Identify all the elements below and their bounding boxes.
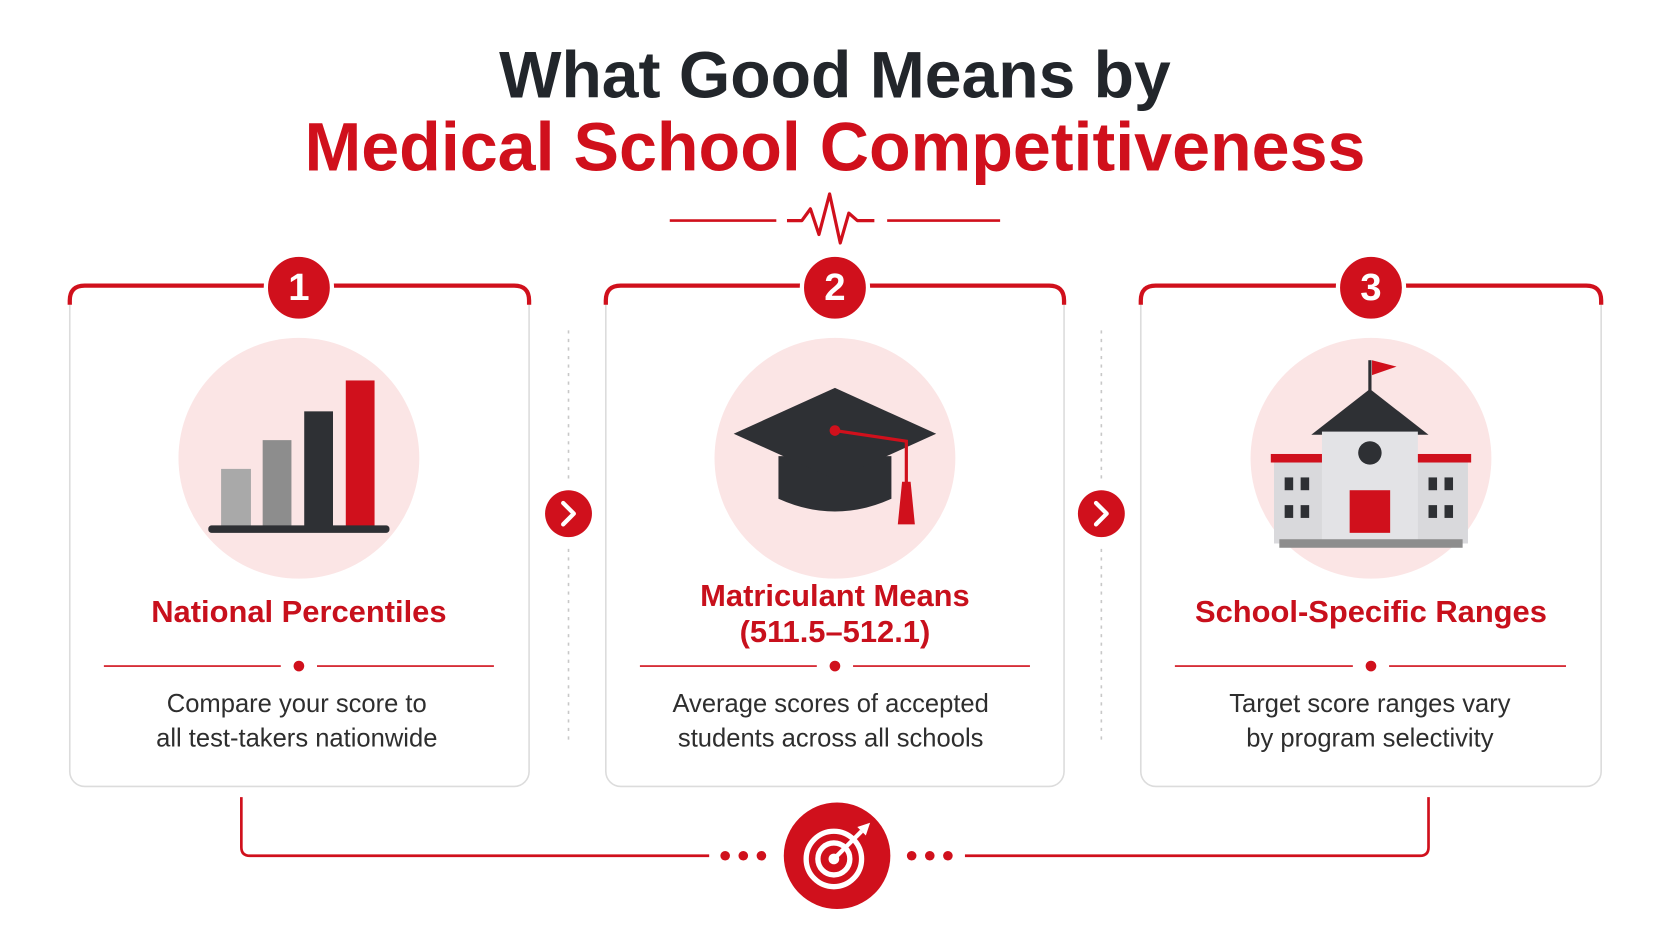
dots: [720, 850, 953, 861]
card-title: School-Specific Ranges: [1195, 594, 1547, 629]
card-title: Matriculant Means: [700, 578, 970, 613]
card-description: Compare your score to: [167, 690, 427, 718]
title-line: What Good Means by: [499, 38, 1171, 112]
arrow: [1077, 490, 1125, 538]
card-dividers: [103, 660, 1566, 672]
arrow: [545, 490, 592, 538]
card-description: by program selectivity: [1246, 724, 1493, 752]
card-title: (511.5–512.1): [740, 614, 931, 649]
graduation-cap-icon: [714, 337, 956, 579]
card-number: 1: [288, 266, 309, 309]
card-number: 2: [824, 266, 845, 309]
number-badge: 2: [799, 252, 871, 323]
bar-chart-icon: [178, 337, 420, 579]
card-number: 3: [1360, 266, 1381, 309]
school-icon: [1250, 337, 1492, 579]
number-badge: 1: [263, 252, 335, 323]
card-description: Target score ranges vary: [1229, 690, 1511, 718]
separators: [567, 330, 1103, 741]
number-badge: 3: [1335, 252, 1407, 323]
card-title: National Percentiles: [151, 594, 446, 629]
target-icon: [783, 802, 891, 910]
bottom-bracket: [240, 797, 1430, 858]
card-description: all test-takers nationwide: [156, 724, 437, 752]
title-line: Medical School Competitiveness: [304, 109, 1365, 185]
card-description: Average scores of accepted: [672, 690, 988, 718]
heartbeat-divider: [669, 192, 1001, 245]
card-description: students across all schools: [678, 724, 983, 752]
